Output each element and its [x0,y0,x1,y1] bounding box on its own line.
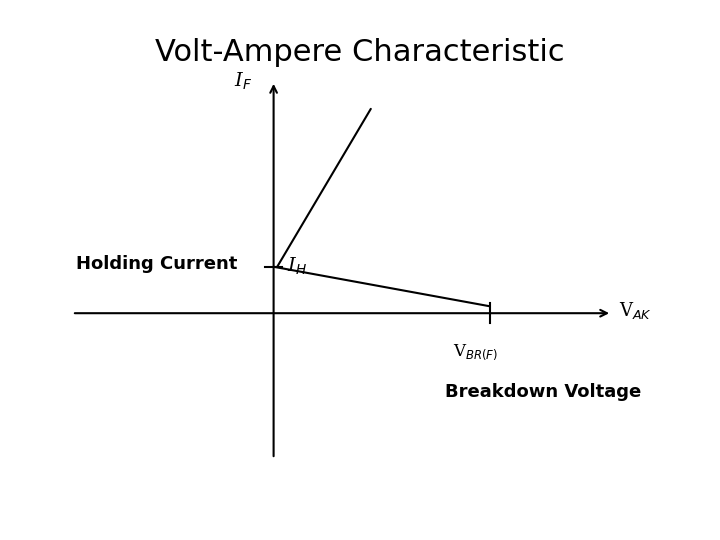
Text: Holding Current: Holding Current [76,255,238,273]
Text: I$_F$: I$_F$ [234,70,252,92]
Text: Breakdown Voltage: Breakdown Voltage [446,383,642,401]
Text: I$_H$: I$_H$ [287,256,307,278]
Text: V$_{AK}$: V$_{AK}$ [619,300,652,321]
Text: V$_{BR(F)}$: V$_{BR(F)}$ [453,343,498,362]
Text: Volt-Ampere Characteristic: Volt-Ampere Characteristic [156,38,564,67]
